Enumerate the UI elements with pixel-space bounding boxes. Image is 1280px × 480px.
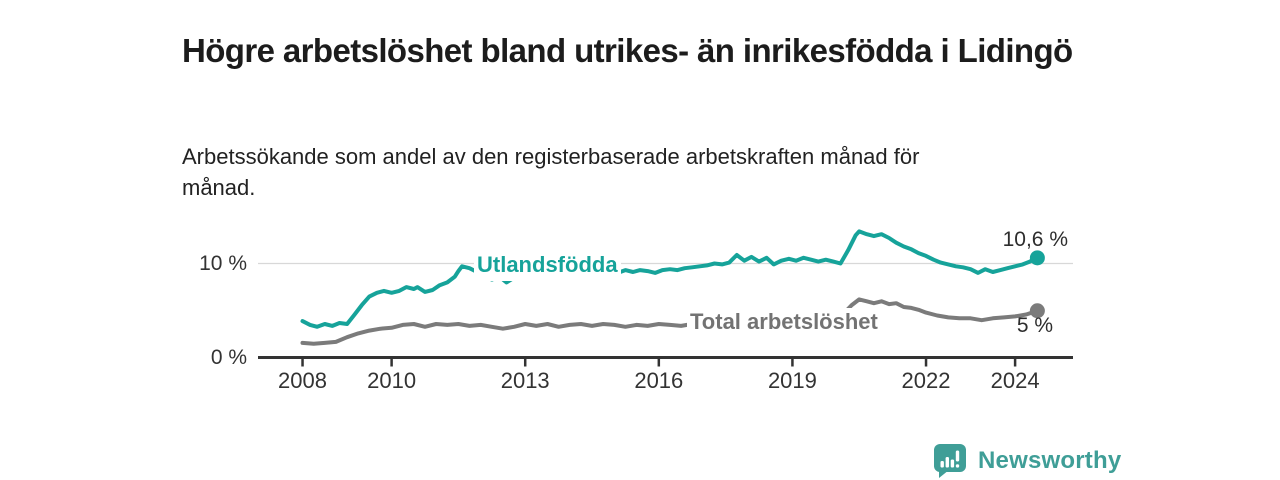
chart-title: Högre arbetslöshet bland utrikes- än inr… bbox=[182, 32, 1073, 70]
series-label-total-arbetsloshet: Total arbetslöshet bbox=[687, 308, 881, 338]
x-tick-label-2008: 2008 bbox=[278, 368, 327, 393]
newsworthy-logo: Newsworthy bbox=[934, 444, 1121, 478]
end-value-total-arbetsloshet: 5 % bbox=[1016, 314, 1053, 337]
y-tick-label-10: 10 % bbox=[199, 251, 247, 275]
newsworthy-wordmark: Newsworthy bbox=[978, 447, 1122, 474]
x-tick-label-2010: 2010 bbox=[367, 368, 417, 393]
newsworthy-bubble-chart-icon bbox=[934, 444, 966, 478]
end-dot-series-0 bbox=[1029, 250, 1045, 266]
end-value-utlandsfodda: 10,6 % bbox=[1002, 228, 1068, 251]
x-tick-label-2019: 2019 bbox=[767, 368, 817, 393]
x-tick-label-2016: 2016 bbox=[634, 368, 684, 393]
x-tick-label-2022: 2022 bbox=[901, 368, 951, 393]
end-dot-series-1 bbox=[1029, 303, 1045, 319]
y-tick-label-0: 0 % bbox=[210, 346, 247, 369]
x-tick-label-2013: 2013 bbox=[500, 368, 550, 393]
line-series-0 bbox=[300, 229, 1040, 329]
series-label-utlandsfodda: Utlandsfödda bbox=[474, 251, 621, 281]
x-tick-label-2024: 2024 bbox=[990, 368, 1040, 393]
chart-subtitle: Arbetssökande som andel av den registerb… bbox=[182, 144, 920, 201]
line-series-1 bbox=[300, 297, 1040, 346]
